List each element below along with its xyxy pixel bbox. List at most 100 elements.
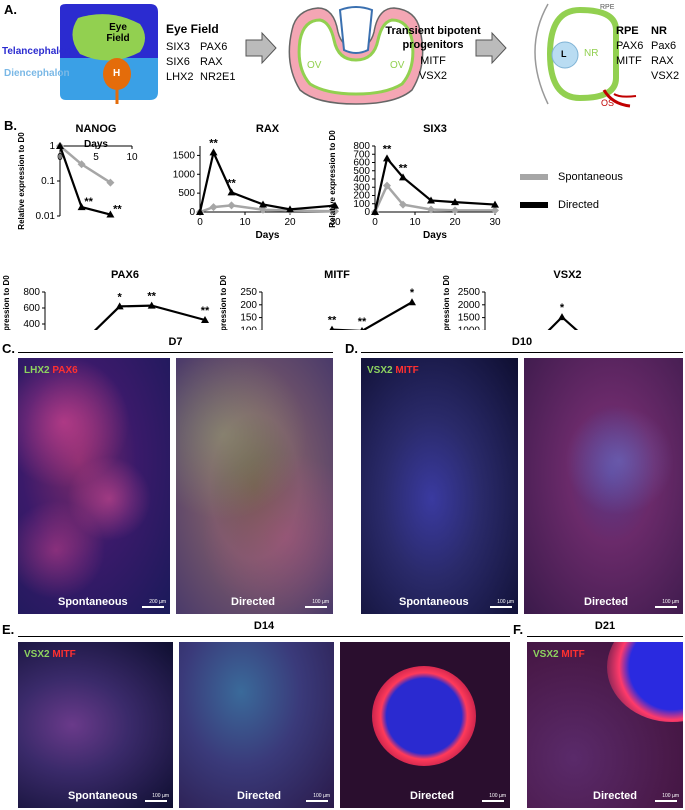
data-point-six3-spontaneous — [399, 200, 407, 209]
data-point-rax-directed — [331, 201, 339, 209]
caption-c-directed: Directed — [231, 596, 276, 608]
x-tick-label-nanog: 10 — [126, 152, 138, 163]
data-point-rax-spontaneous — [331, 207, 339, 216]
y-tick-label-nanog: 0.01 — [36, 211, 56, 222]
micrograph-c-spontaneous: LHX2 PAX6 Spontaneous 200 µm — [18, 358, 170, 614]
caption-c-spontaneous: Spontaneous — [58, 596, 128, 608]
y-axis-label-vsx2: Relative expression to D0 — [442, 275, 451, 330]
hypothalamus-label: H — [113, 68, 121, 79]
micrograph-e-spontaneous: VSX2 MITF Spontaneous 100 µm — [18, 642, 173, 808]
y-tick-label-mitf: 150 — [240, 313, 257, 324]
data-point-mitf-directed — [360, 326, 364, 330]
data-point-rax-directed — [259, 200, 267, 208]
y-tick-label-six3: 800 — [353, 141, 370, 152]
series-line-mitf-directed — [329, 301, 413, 330]
data-point-rax-spontaneous — [227, 201, 236, 210]
y-tick-label-mitf: 200 — [240, 300, 257, 311]
significance-marker-mitf: ** — [358, 316, 367, 328]
data-point-six3-spontaneous — [491, 206, 499, 215]
y-axis-label-pax6: Relative expression to D0 — [2, 275, 11, 330]
eye-field-brain-label: Eye Field — [106, 22, 130, 44]
significance-marker-pax6: ** — [147, 291, 156, 303]
hypothalamus-shape — [103, 58, 131, 90]
y-tick-label-pax6: 800 — [23, 287, 40, 298]
x-tick-label-six3: 20 — [449, 217, 461, 228]
series-line-rax-directed — [198, 148, 336, 213]
caption-d-spontaneous: Spontaneous — [399, 596, 469, 608]
panel-d-timepoint: D10 — [511, 336, 533, 348]
y-tick-label-rax: 1000 — [173, 169, 196, 180]
optic-cup-shape — [546, 6, 619, 102]
scalebar-e-2: 100 µm — [313, 793, 330, 799]
data-point-pax6-directed — [201, 316, 209, 323]
caption-e-directed-1: Directed — [237, 790, 282, 802]
x-tick-label-rax: 30 — [329, 217, 341, 228]
significance-marker-rax: ** — [227, 177, 236, 189]
scalebar-d-left: 100 µm — [497, 599, 514, 605]
series-line-pax6-directed — [93, 304, 206, 330]
x-tick-label-nanog: 5 — [93, 152, 99, 163]
progenitor-genes: MITF VSX2 — [418, 55, 448, 82]
caption-f-directed: Directed — [593, 790, 638, 802]
x-tick-label-rax: 20 — [284, 217, 296, 228]
significance-marker-pax6: * — [118, 291, 123, 303]
y-tick-label-rax: 1500 — [173, 150, 196, 161]
data-point-mitf-directed — [408, 298, 416, 306]
significance-marker-nanog: ** — [84, 196, 93, 208]
y-tick-label-six3: 200 — [353, 191, 370, 202]
significance-marker-nanog: ** — [113, 204, 122, 216]
y-tick-label-vsx2: 2000 — [458, 300, 481, 311]
significance-marker-mitf: * — [410, 287, 415, 299]
y-tick-label-nanog: 1 — [49, 141, 55, 152]
legend-directed: Directed — [520, 199, 623, 211]
micrograph-d-spontaneous: VSX2 MITF Spontaneous 100 µm — [361, 358, 518, 614]
x-tick-label-six3: 0 — [372, 217, 378, 228]
y-tick-label-pax6: 400 — [23, 319, 40, 330]
panel-f-label: F. — [513, 622, 524, 637]
panel-e-timepoint: D14 — [253, 620, 275, 632]
y-tick-label-pax6: 600 — [23, 303, 40, 314]
micrograph-e-directed-1: Directed 100 µm — [179, 642, 334, 808]
data-point-vsx2-directed — [558, 313, 566, 321]
scalebar-c-left: 200 µm — [149, 599, 166, 605]
scalebar-e-1: 100 µm — [152, 793, 169, 799]
caption-e-directed-2: Directed — [410, 790, 455, 802]
x-axis-label-rax: Days — [256, 230, 280, 241]
series-line-vsx2-directed — [547, 315, 579, 330]
data-point-six3-directed — [371, 208, 379, 215]
nr-diagram-label: NR — [584, 48, 599, 59]
y-axis-label-mitf: Relative expression to D0 — [219, 275, 228, 330]
eye-field-title: Eye Field — [166, 22, 219, 36]
y-tick-label-six3: 500 — [353, 166, 370, 177]
rpe-diagram-label: RPE — [600, 4, 615, 11]
data-point-rax-directed — [286, 205, 294, 213]
scalebar-d-right: 100 µm — [662, 599, 679, 605]
data-point-six3-directed — [451, 198, 459, 206]
data-point-rax-directed — [209, 148, 218, 156]
y-tick-label-mitf: 250 — [240, 287, 257, 298]
data-point-six3-spontaneous — [427, 205, 435, 214]
significance-marker-vsx2: * — [560, 302, 565, 314]
x-tick-label-rax: 0 — [197, 217, 203, 228]
series-line-six3-spontaneous — [373, 183, 495, 213]
data-point-pax6-directed — [147, 301, 156, 309]
y-tick-label-six3: 300 — [353, 182, 370, 193]
y-tick-label-six3: 700 — [353, 149, 370, 160]
rpe-gene-list: RPE PAX6 MITF — [616, 25, 644, 67]
ov-left-label: OV — [307, 60, 322, 71]
data-point-pax6-directed — [115, 302, 124, 310]
panel-f-timepoint: D21 — [594, 620, 616, 632]
significance-marker-rax: ** — [209, 137, 218, 149]
x-axis-label-six3: Days — [423, 230, 447, 241]
y-tick-label-mitf: 100 — [240, 325, 257, 330]
data-point-nanog-spontaneous — [106, 178, 115, 187]
significance-marker-mitf: ** — [328, 315, 337, 327]
data-point-mitf-directed — [329, 325, 335, 330]
significance-marker-six3: ** — [383, 143, 392, 155]
data-point-six3-directed — [427, 196, 435, 204]
y-tick-label-vsx2: 1500 — [458, 313, 481, 324]
y-tick-label-nanog: 0.1 — [41, 176, 55, 187]
scalebar-e-3: 100 µm — [489, 793, 506, 799]
panel-c-timepoint: D7 — [168, 336, 183, 348]
